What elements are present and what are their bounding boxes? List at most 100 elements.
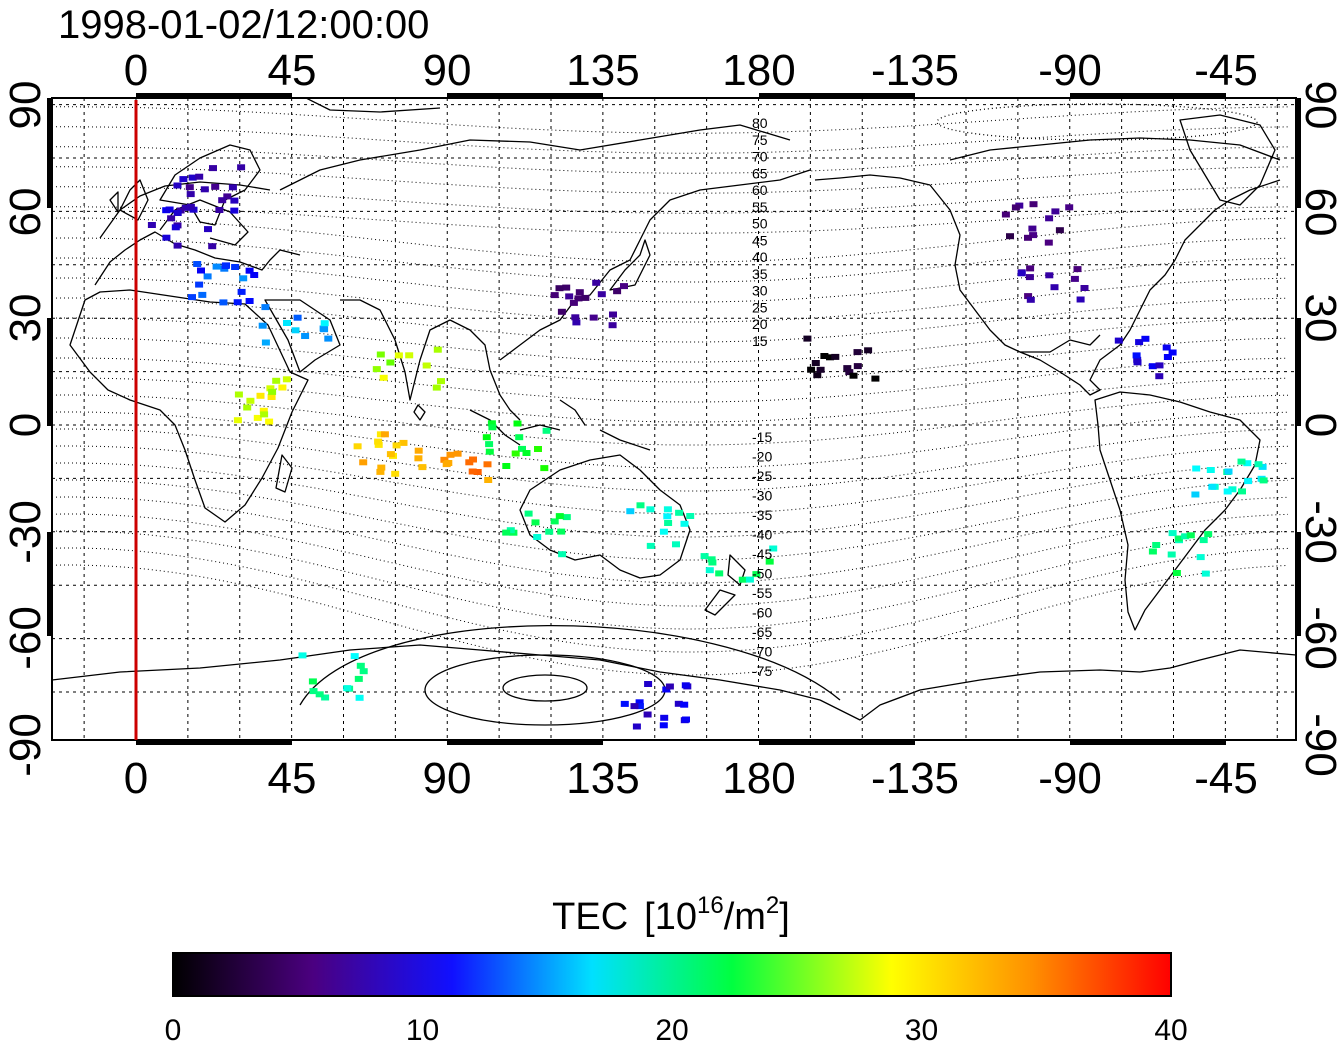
contour-label: -75 <box>752 663 772 679</box>
lon-tick-label: -90 <box>1038 754 1102 803</box>
tec-mark <box>173 182 182 189</box>
contour-label: -55 <box>752 585 772 601</box>
tec-mark <box>620 283 628 290</box>
tec-mark <box>571 314 580 321</box>
tec-mark <box>674 700 683 707</box>
tec-mark <box>233 299 242 306</box>
tec-mark <box>1168 349 1177 356</box>
contour-label: 80 <box>752 115 768 131</box>
tec-mark <box>422 362 431 369</box>
lat-tick-label: 0 <box>1 413 50 437</box>
tec-mark <box>608 322 617 329</box>
tec-mark <box>372 366 381 373</box>
tec-mark <box>250 272 259 278</box>
tec-mark <box>1228 486 1237 493</box>
tec-mark <box>237 164 246 171</box>
coast-siberia <box>279 98 791 191</box>
tec-mark <box>1223 488 1232 495</box>
contour-label: -25 <box>752 468 772 484</box>
tec-mark <box>632 723 641 730</box>
coast-north-america <box>814 137 1281 396</box>
tec-mark <box>171 224 180 231</box>
contour-label: -15 <box>752 429 772 445</box>
tec-mark <box>609 311 617 318</box>
tec-mark <box>1073 266 1082 273</box>
tec-mark <box>167 215 176 222</box>
tec-mark <box>550 292 559 299</box>
tec-mark <box>592 279 601 286</box>
tec-mark <box>1065 204 1074 211</box>
tec-mark <box>1024 234 1032 241</box>
contour-label: 55 <box>752 199 768 215</box>
tec-mark <box>380 431 389 438</box>
lon-tick-label: 135 <box>566 754 639 803</box>
coast-arabia <box>264 299 341 373</box>
colorbar-tick-label: 20 <box>655 1014 688 1047</box>
tec-mark <box>1148 548 1157 555</box>
tec-mark <box>386 359 395 366</box>
tec-mark <box>708 559 717 566</box>
tec-mark <box>826 354 834 361</box>
tec-mark <box>376 468 385 475</box>
tec-mark <box>1168 530 1177 537</box>
tec-mark <box>562 514 571 521</box>
colorbar-tick-label: 30 <box>905 1014 938 1047</box>
tec-mark <box>374 441 383 448</box>
tec-mark <box>620 700 629 707</box>
tec-mark <box>864 347 873 354</box>
tec-mark <box>268 388 277 395</box>
tec-mark <box>376 351 385 358</box>
tec-mark <box>1206 467 1215 473</box>
tec-mark <box>209 165 217 172</box>
tec-mark <box>557 528 566 535</box>
colorbar-ticks: 0 10 20 30 40 <box>165 1014 1188 1047</box>
tec-mark <box>468 468 477 475</box>
tec-mark <box>162 234 171 241</box>
colorbar-tick-label: 10 <box>406 1014 439 1047</box>
tec-mark <box>1024 293 1033 300</box>
tec-mark <box>745 576 754 583</box>
tec-mark <box>534 446 542 452</box>
tec-mark <box>1045 215 1054 222</box>
tec-mark <box>418 464 427 471</box>
tec-mark <box>807 366 816 373</box>
tec-mark <box>1155 373 1164 380</box>
tec-mark <box>432 384 441 391</box>
tec-mark <box>1244 478 1253 485</box>
lon-tick-label: 135 <box>566 46 639 95</box>
tec-mark <box>1254 461 1263 468</box>
tec-mark <box>414 455 423 462</box>
latitude-labels-right: 90 60 30 0 -30 -60 -90 <box>1296 81 1344 777</box>
contour-label: 50 <box>752 216 768 232</box>
tec-mark <box>636 502 645 509</box>
longitude-labels-top: 0 45 90 135 180 -135 -90 -45 <box>124 46 1258 95</box>
tec-mark <box>531 519 540 526</box>
tec-mark <box>705 567 714 574</box>
tec-mark <box>185 184 194 191</box>
tec-mark <box>555 513 564 520</box>
colorbar-title: TEC [1016/m2] <box>552 892 790 938</box>
graticule-grid <box>52 98 1296 740</box>
tec-mark <box>453 450 462 457</box>
tec-mark <box>533 534 542 540</box>
contour-label: -45 <box>752 546 772 562</box>
tec-mark <box>243 404 252 411</box>
tec-mark <box>230 197 239 204</box>
tec-mark <box>308 678 317 685</box>
tec-mark <box>1224 468 1233 475</box>
tec-mark <box>1155 362 1164 369</box>
tec-mark <box>681 682 690 689</box>
contour-label: 20 <box>752 316 768 332</box>
lon-tick-label: 90 <box>423 754 472 803</box>
coast-africa <box>69 289 309 523</box>
tec-mark <box>646 506 655 513</box>
tec-mark <box>707 556 716 563</box>
tec-mark <box>350 653 359 660</box>
tec-mark <box>1135 339 1144 346</box>
tec-mark <box>550 518 559 525</box>
tec-mark <box>488 424 497 431</box>
tec-mark <box>203 273 212 280</box>
lon-tick-label: 45 <box>268 46 317 95</box>
tec-mark <box>359 459 368 466</box>
tec-mark <box>672 541 680 548</box>
